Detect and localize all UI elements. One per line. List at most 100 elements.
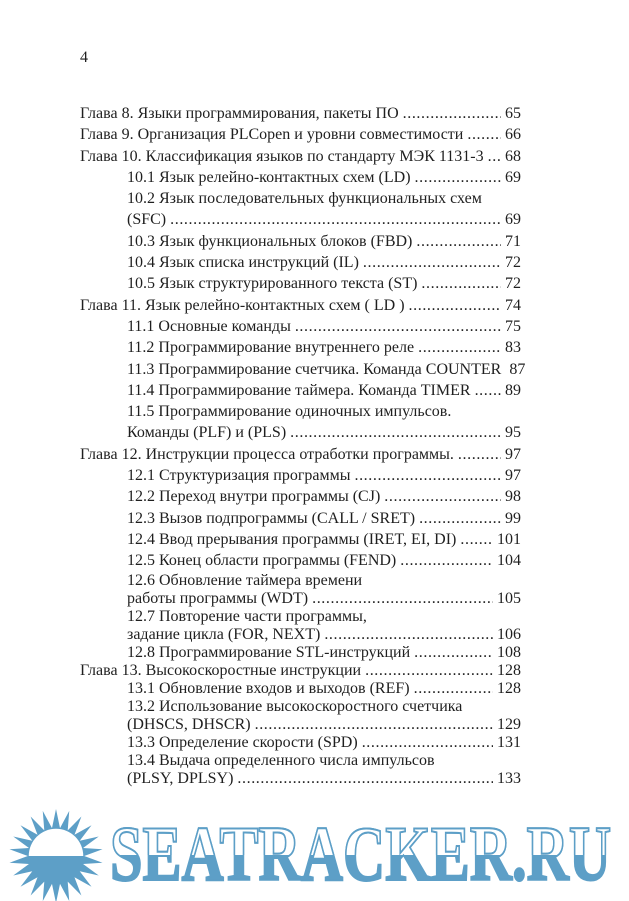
toc-entry: 12.7 Повторение части программы, <box>80 608 521 626</box>
toc-page-number: 104 <box>497 552 521 570</box>
toc-entry-title: 13.2 Использование высокоскоростного сче… <box>127 697 463 715</box>
toc-entry: 11.3 Программирование счетчика. Команда … <box>80 359 525 380</box>
toc-leader-dots: ........................................… <box>402 105 501 122</box>
toc-entry-title: (SFC) <box>127 211 167 229</box>
sun-logo-icon <box>9 809 103 901</box>
toc-entry: 10.5 Язык структурированного текста (ST)… <box>80 273 521 294</box>
toc-entry: 11.5 Программирование одиночных импульсо… <box>80 401 521 422</box>
toc-leader-dots: ........................................… <box>170 211 501 229</box>
toc-page-number: 69 <box>505 168 521 186</box>
toc-page-number: 97 <box>505 467 521 485</box>
toc-entry-title: Глава 10. Классификация языков по станда… <box>80 147 484 165</box>
toc-entry-title: Глава 13. Высокоскоростные инструкции <box>80 661 362 679</box>
toc-page-number: 74 <box>505 296 521 314</box>
toc-entry: 12.8 Программирование STL-инструкций....… <box>80 644 521 662</box>
toc-leader-dots: ........................................… <box>254 715 493 733</box>
toc-leader-dots: ........................................… <box>418 339 501 357</box>
toc-leader-dots: ........................................… <box>237 769 493 787</box>
toc-entry-title: 11.4 Программирование таймера. Команда T… <box>127 381 471 399</box>
toc-entry: 13.4 Выдача определенного числа импульсо… <box>80 752 521 770</box>
toc-entry-title: 10.5 Язык структурированного текста (ST) <box>127 275 418 293</box>
toc-entry: Глава 13. Высокоскоростные инструкции...… <box>80 662 521 680</box>
toc-page-number: 72 <box>505 254 521 272</box>
toc-entry-title: (PLSY, DPLSY) <box>127 769 234 787</box>
toc-entry: работы программы (WDT)..................… <box>80 590 521 608</box>
toc-entry-title: 13.3 Определение скорости (SPD) <box>127 733 358 751</box>
toc-entry: 12.5 Конец области программы (FEND).....… <box>80 550 521 571</box>
toc-leader-dots: ........................................… <box>361 733 493 751</box>
toc-page-number: 128 <box>497 679 521 697</box>
watermark-text-top-clip: SEATRACKER.RU <box>110 811 628 855</box>
toc-leader-dots: ........................................… <box>414 643 493 661</box>
toc-entry-title: задание цикла (FOR, NEXT) <box>127 625 321 643</box>
toc-entry-title: Глава 8. Языки программирования, пакеты … <box>80 105 399 122</box>
toc-entry: 10.4 Язык списка инструкций (IL)........… <box>80 252 521 273</box>
toc-entry-title: Глава 11. Язык релейно-контактных схем (… <box>80 296 405 314</box>
toc-entry: 12.3 Вызов подпрограммы (CALL / SRET)...… <box>80 508 521 529</box>
toc-entry-title: 10.4 Язык списка инструкций (IL) <box>127 254 359 272</box>
toc-entry: 13.2 Использование высокоскоростного сче… <box>80 698 521 716</box>
toc-page-number: 99 <box>505 509 521 527</box>
toc-leader-dots: ........................................… <box>413 679 493 697</box>
toc-entry-title: 12.1 Структуризация программы <box>127 467 351 485</box>
toc-entry: задание цикла (FOR, NEXT)...............… <box>80 626 521 644</box>
toc-entry-title: 12.4 Ввод прерывания программы (IRET, EI… <box>127 530 457 548</box>
toc-entry: (PLSY, DPLSY)...........................… <box>80 770 521 788</box>
toc-entry-title: 12.3 Вызов подпрограммы (CALL / SRET) <box>127 509 416 527</box>
toc-leader-dots: ........................................… <box>457 445 501 463</box>
toc-leader-dots: ........................................… <box>294 317 501 335</box>
toc-entry-title: работы программы (WDT) <box>127 589 309 607</box>
toc-entry: Глава 12. Инструкции процесса отработки … <box>80 444 521 465</box>
toc-entry-title: 12.2 Переход внутри программы (CJ) <box>127 488 381 506</box>
toc-leader-dots: ........................................… <box>324 625 493 643</box>
toc-entry: 13.1 Обновление входов и выходов (REF)..… <box>80 680 521 698</box>
toc-leader-dots: ........................................… <box>414 168 501 186</box>
toc-leader-dots: ........................................… <box>487 147 501 165</box>
toc-page-number: 133 <box>497 769 521 787</box>
toc-page-number: 131 <box>497 733 521 751</box>
toc-entry-title: 11.3 Программирование счетчика. Команда … <box>127 360 502 378</box>
toc-entry-title: (DHSCS, DHSCR) <box>127 715 251 733</box>
toc-leader-dots: ........................................… <box>312 589 493 607</box>
toc-page-number: 69 <box>505 211 521 229</box>
toc-entry-title: 12.5 Конец области программы (FEND) <box>127 552 397 570</box>
toc-entry-title: 12.8 Программирование STL-инструкций <box>127 643 411 661</box>
toc-entry: 12.6 Обновление таймера времени <box>80 572 521 590</box>
toc-leader-dots: ........................................… <box>474 381 501 399</box>
watermark-text: SEATRACKER.RU SEATRACKER.RU <box>109 808 628 901</box>
toc-entry-title: 10.1 Язык релейно-контактных схем (LD) <box>127 168 411 186</box>
toc-leader-dots: ........................................… <box>400 552 493 570</box>
watermark: SEATRACKER.RU SEATRACKER.RU <box>0 808 629 901</box>
toc-page-number: 105 <box>497 589 521 607</box>
toc-entry-title: Команды (PLF) и (PLS) <box>127 424 287 442</box>
toc-page-number: 71 <box>505 232 521 250</box>
toc-page-number: 66 <box>505 126 521 144</box>
toc-entry: Глава 8. Языки программирования, пакеты … <box>80 103 521 124</box>
toc-entry-title: 10.3 Язык функциональных блоков (FBD) <box>127 232 413 250</box>
toc-page-number: 89 <box>505 381 521 399</box>
toc-entry: 12.4 Ввод прерывания программы (IRET, EI… <box>80 529 521 550</box>
toc-entry: 11.2 Программирование внутреннего реле..… <box>80 337 521 358</box>
toc-entry: Глава 11. Язык релейно-контактных схем (… <box>80 295 521 316</box>
toc-entry: 12.2 Переход внутри программы (CJ)......… <box>80 486 521 507</box>
toc-entry-title: Глава 9. Организация PLCopen и уровни со… <box>80 126 464 144</box>
toc-entry: 11.4 Программирование таймера. Команда T… <box>80 380 521 401</box>
toc-entry-title: 11.5 Программирование одиночных импульсо… <box>127 403 452 421</box>
toc-entry-title: Глава 12. Инструкции процесса отработки … <box>80 445 454 463</box>
toc-page-number: 68 <box>505 147 521 165</box>
watermark-text-top: SEATRACKER.RU <box>110 811 612 855</box>
toc-entry: 12.1 Структуризация программы...........… <box>80 465 521 486</box>
toc-entry: Глава 10. Классификация языков по станда… <box>80 146 521 167</box>
watermark-text-bottom: SEATRACKER.RU <box>109 810 612 898</box>
toc-leader-dots: ........................................… <box>416 232 501 250</box>
toc-page-number: 72 <box>505 275 521 293</box>
toc-page-number: 129 <box>497 715 521 733</box>
toc-leader-dots: ........................................… <box>354 467 501 485</box>
toc-page-number: 106 <box>497 625 521 643</box>
toc-entry-title: 13.4 Выдача определенного числа импульсо… <box>127 751 435 769</box>
page-number: 4 <box>80 49 88 66</box>
toc-leader-dots: ........................................… <box>290 424 501 442</box>
toc-page-number: 98 <box>505 488 521 506</box>
toc-entry-title: 12.7 Повторение части программы, <box>127 607 367 625</box>
